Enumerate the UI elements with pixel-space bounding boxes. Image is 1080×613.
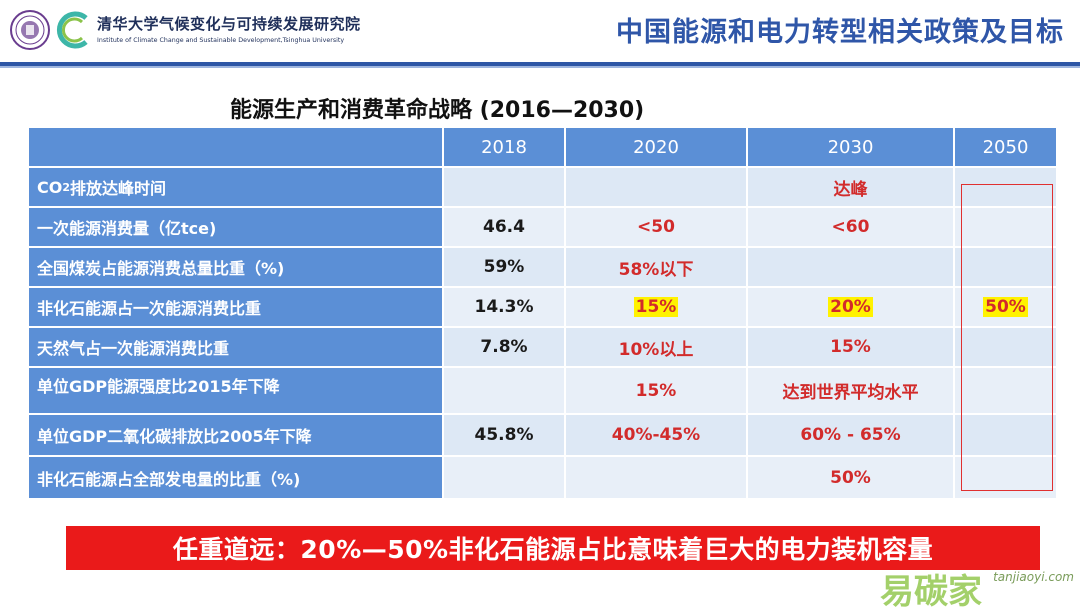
policy-targets-table: 2018 2020 2030 2050 CO 2 排放达峰时间 达峰 一次能源消费量… — [29, 128, 1056, 498]
cell-2030: 60% - 65% — [748, 415, 953, 455]
cell-2020: 15% — [566, 368, 746, 413]
row-label: 一次能源消费量（亿tce) — [29, 208, 442, 246]
highlighted-value: 50% — [983, 297, 1028, 317]
highlighted-value: 20% — [828, 297, 873, 317]
table-row: 单位GDP能源强度比2015年下降 15% 达到世界平均水平 — [29, 368, 1056, 413]
table-title: 能源生产和消费革命战略 (2016—2030) — [230, 98, 645, 123]
cell-2018: 46.4 — [444, 208, 564, 246]
header-cell-label — [29, 128, 442, 166]
cell-2030 — [748, 248, 953, 286]
row-label-co: CO — [37, 177, 63, 197]
watermark-cn: 易碳家 — [880, 572, 982, 612]
highlighted-value: 15% — [633, 297, 679, 317]
row-label: 单位GDP能源强度比2015年下降 — [29, 368, 442, 413]
cell-2018 — [444, 368, 564, 413]
table-row: 全国煤炭占能源消费总量比重（%) 59% 58%以下 — [29, 248, 1056, 286]
cell-2050: 50% — [955, 288, 1056, 326]
cell-2020 — [566, 168, 746, 206]
table-row: 单位GDP二氧化碳排放比2005年下降 45.8% 40%-45% 60% - … — [29, 415, 1056, 455]
institute-name-cn: 清华大学气候变化与可持续发展研究院 — [97, 15, 361, 33]
table-row: 非化石能源占一次能源消费比重 14.3% 15% 20% 50% — [29, 288, 1056, 326]
conclusion-banner: 任重道远：20%—50%非化石能源占比意味着巨大的电力装机容量 — [66, 526, 1040, 570]
slide-title: 中国能源和电力转型相关政策及目标 — [616, 17, 1064, 48]
watermark-en: tanjiaoyi.com — [993, 570, 1074, 584]
cell-2050 — [955, 328, 1056, 366]
table-header-row: 2018 2020 2030 2050 — [29, 128, 1056, 166]
cell-2020: 58%以下 — [566, 248, 746, 286]
cell-2018: 59% — [444, 248, 564, 286]
header-cell-2030: 2030 — [748, 128, 953, 166]
cell-2030: 15% — [748, 328, 953, 366]
header-divider-light — [0, 66, 1080, 68]
cell-2030: 达峰 — [748, 168, 953, 206]
cell-2020: <50 — [566, 208, 746, 246]
cell-2030: <60 — [748, 208, 953, 246]
table-row: 一次能源消费量（亿tce) 46.4 <50 <60 — [29, 208, 1056, 246]
cell-2018 — [444, 168, 564, 206]
cell-2030: 50% — [748, 457, 953, 498]
cell-2020 — [566, 457, 746, 498]
row-label: 非化石能源占一次能源消费比重 — [29, 288, 442, 326]
table-row: 非化石能源占全部发电量的比重（%) 50% — [29, 457, 1056, 498]
cell-2018: 45.8% — [444, 415, 564, 455]
row-label-rest: 排放达峰时间 — [70, 179, 167, 198]
table-row: CO 2 排放达峰时间 达峰 — [29, 168, 1056, 206]
row-label: 天然气占一次能源消费比重 — [29, 328, 442, 366]
cell-2020: 40%-45% — [566, 415, 746, 455]
cell-2020: 10%以上 — [566, 328, 746, 366]
cell-2050 — [955, 368, 1056, 413]
institute-c-logo — [56, 11, 88, 49]
row-label: 非化石能源占全部发电量的比重（%) — [29, 457, 442, 498]
tsinghua-seal-logo — [10, 10, 50, 50]
cell-2050 — [955, 208, 1056, 246]
institute-name-en: Institute of Climate Change and Sustaina… — [97, 37, 345, 44]
table-row: 天然气占一次能源消费比重 7.8% 10%以上 15% — [29, 328, 1056, 366]
header-divider — [0, 62, 1080, 66]
header-cell-2020: 2020 — [566, 128, 746, 166]
watermark: 易碳家 tanjiaoyi.com — [880, 570, 1076, 612]
cell-2050 — [955, 457, 1056, 498]
cell-2018 — [444, 457, 564, 498]
cell-2018: 7.8% — [444, 328, 564, 366]
slide-header: 清华大学气候变化与可持续发展研究院 Institute of Climate C… — [0, 0, 1080, 62]
cell-2030: 20% — [748, 288, 953, 326]
cell-2050 — [955, 168, 1056, 206]
header-cell-2018: 2018 — [444, 128, 564, 166]
row-label-subscript: 2 — [62, 180, 70, 194]
cell-2050 — [955, 248, 1056, 286]
cell-2018: 14.3% — [444, 288, 564, 326]
row-label: CO 2 排放达峰时间 — [29, 168, 442, 206]
row-label: 全国煤炭占能源消费总量比重（%) — [29, 248, 442, 286]
cell-2020: 15% — [566, 288, 746, 326]
cell-2030: 达到世界平均水平 — [748, 368, 953, 413]
emphasis-box-2050 — [961, 184, 1053, 491]
row-label: 单位GDP二氧化碳排放比2005年下降 — [29, 415, 442, 455]
header-cell-2050: 2050 — [955, 128, 1056, 166]
cell-2050 — [955, 415, 1056, 455]
